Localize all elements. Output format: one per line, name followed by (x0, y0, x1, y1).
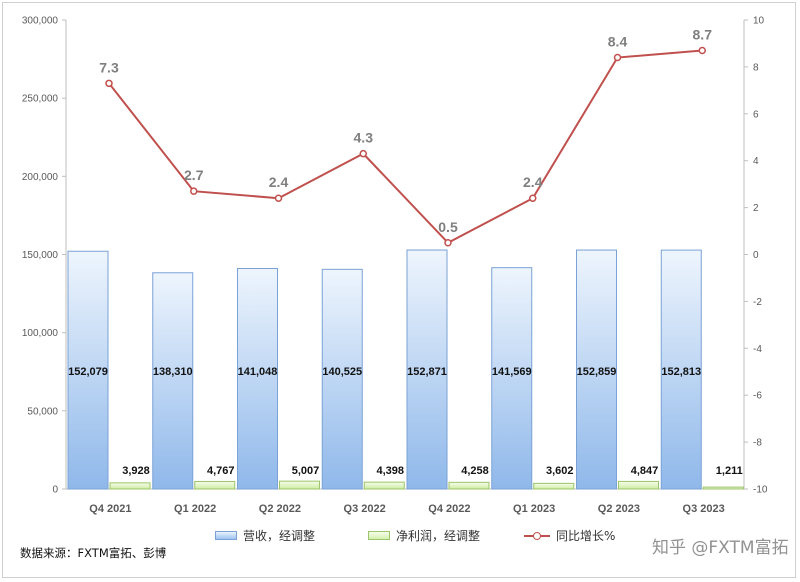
legend-label-revenue: 营收，经调整 (243, 529, 316, 543)
bar-profit (279, 480, 320, 490)
growth-point (190, 187, 198, 195)
source-note: 数据来源：FXTM富拓、彭博 (20, 546, 167, 560)
bar-profit (533, 482, 575, 490)
bar-revenue (491, 267, 533, 490)
data-label-growth: 0.5 (438, 219, 458, 235)
y-left-tick-label: 300,000 (22, 16, 59, 27)
data-label-revenue: 152,813 (661, 366, 701, 378)
bar-profit (363, 481, 405, 490)
x-tick-label: Q2 2023 (598, 503, 640, 515)
growth-point (274, 194, 283, 202)
x-tick-label: Q1 2023 (513, 503, 555, 515)
data-label-revenue: 152,859 (577, 366, 617, 378)
y-right-tick-label: 10 (753, 16, 765, 27)
bar-revenue (152, 272, 194, 490)
data-label-growth: 2.4 (269, 174, 289, 190)
data-label-revenue: 141,569 (492, 366, 532, 378)
watermark: 知乎 @FXTM富拓 (652, 538, 789, 558)
y-right-tick-label: -6 (753, 391, 762, 402)
data-label-profit: 4,258 (461, 465, 489, 477)
data-label-growth: 8.4 (608, 34, 628, 50)
legend-label-profit: 净利润，经调整 (396, 529, 481, 543)
legend-label-growth: 同比增长% (556, 529, 616, 543)
data-label-profit: 1,211 (716, 465, 743, 477)
legend-item-revenue: 营收，经调整 (215, 527, 315, 544)
growth-point (105, 79, 113, 88)
bar-profit (109, 482, 151, 490)
data-label-growth: 2.4 (523, 174, 543, 190)
x-tick-label: Q1 2022 (174, 503, 216, 515)
y-left-tick-label: 50,000 (27, 406, 58, 417)
data-label-revenue: 141,048 (238, 366, 278, 378)
y-right-tick-label: 2 (753, 203, 759, 214)
data-label-profit: 4,847 (631, 465, 659, 477)
bar-profit (702, 486, 744, 490)
data-label-revenue: 152,871 (407, 366, 447, 378)
y-right-tick-label: -10 (753, 485, 768, 496)
data-label-profit: 4,398 (376, 465, 404, 477)
y-right-tick-label: 6 (753, 109, 759, 120)
growth-point (698, 46, 706, 55)
bar-revenue (321, 268, 363, 490)
growth-line (108, 49, 703, 245)
data-label-growth: 2.7 (184, 167, 204, 183)
data-label-growth: 4.3 (354, 130, 374, 146)
y-right-tick-label: 8 (753, 62, 759, 73)
data-label-profit: 3,602 (546, 465, 574, 477)
legend-item-growth: 同比增长% (524, 527, 615, 544)
y-right-tick-label: 0 (753, 250, 759, 261)
y-right-tick-label: -8 (753, 438, 762, 449)
growth-point (359, 149, 367, 158)
legend-swatch-revenue (215, 531, 237, 540)
y-right-tick-label: -2 (753, 297, 762, 308)
y-left-tick-label: 150,000 (22, 250, 59, 261)
y-right-tick-label: -4 (753, 344, 762, 355)
data-label-revenue: 152,079 (68, 366, 108, 378)
data-label-revenue: 140,525 (322, 366, 362, 378)
legend: 营收，经调整 净利润，经调整 同比增长% (0, 527, 800, 547)
y-left-tick-label: 0 (52, 485, 58, 496)
data-label-profit: 3,928 (122, 465, 150, 477)
bar-profit (618, 480, 659, 490)
bar-revenue (67, 250, 109, 490)
growth-point (529, 194, 537, 202)
data-label-revenue: 138,310 (153, 366, 193, 378)
x-tick-label: Q4 2021 (89, 503, 131, 515)
x-tick-label: Q2 2022 (259, 503, 301, 515)
x-tick-label: Q4 2022 (428, 503, 470, 515)
growth-point (444, 239, 452, 247)
data-label-profit: 4,767 (207, 465, 235, 477)
y-left-tick-label: 100,000 (22, 328, 59, 339)
bar-profit (448, 481, 490, 490)
data-label-growth: 8.7 (693, 26, 713, 42)
bar-revenue (406, 249, 448, 490)
legend-item-profit: 净利润，经调整 (368, 527, 480, 544)
data-label-profit: 5,007 (292, 465, 320, 477)
bar-revenue (576, 249, 617, 490)
growth-point (613, 53, 622, 62)
bar-revenue (237, 267, 278, 490)
bar-revenue (660, 249, 702, 490)
y-right-tick-label: 4 (753, 156, 759, 167)
y-left-tick-label: 250,000 (22, 94, 59, 105)
legend-swatch-profit (368, 531, 390, 540)
y-left-tick-label: 200,000 (22, 172, 59, 183)
x-tick-label: Q3 2022 (344, 503, 386, 515)
legend-line-growth (524, 531, 550, 541)
bar-profit (194, 481, 236, 490)
x-tick-label: Q3 2023 (683, 503, 725, 515)
data-label-growth: 7.3 (99, 59, 119, 75)
